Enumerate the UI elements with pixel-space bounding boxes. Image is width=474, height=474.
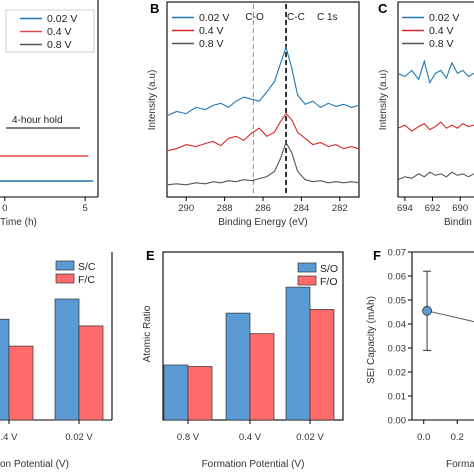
panel-b-x-tick-label-2: 286	[255, 203, 271, 214]
panel-f-x-label: Forma	[446, 459, 474, 470]
panel-e: E Atomic Ratio 0.8 V 0.4 V 0.02 V S/OF/O F…	[142, 248, 344, 470]
panel-e-bar-0-2	[285, 286, 311, 421]
panel-b-x-tick-label-1: 288	[217, 203, 233, 214]
panel-d-legend-label-0: S/C	[78, 261, 96, 273]
panel-c-y-label: Intensity (a.u)	[378, 70, 389, 131]
panel-e-bar-0-1	[225, 312, 251, 421]
panel-b-x-tick-label-0: 290	[178, 203, 194, 214]
panel-a-x-label: Time (h)	[0, 217, 37, 228]
panel-d-x-label: on Potential (V)	[0, 459, 69, 470]
panel-b-ref-label-0: C-O	[245, 12, 264, 23]
panel-e-legend-swatch-1	[297, 275, 317, 286]
panel-b-series-2	[166, 141, 360, 186]
panel-c-x-tick-label-1: 692	[425, 203, 441, 214]
panel-b-legend-label-0: 0.02 V	[199, 12, 229, 24]
panel-c-legend-label-1: 0.4 V	[429, 25, 454, 37]
panel-e-y-label: Atomic Ratio	[142, 305, 153, 362]
panel-c-x-tick-label-0: 694	[397, 203, 413, 214]
panel-e-bar-1-1	[249, 333, 275, 421]
panel-d-x-tick-label-1: 0.02 V	[65, 432, 93, 443]
panel-d-bar-1-0	[8, 345, 34, 421]
panel-e-x-label: Formation Potential (V)	[202, 459, 305, 470]
panel-a-legend-label-2: 0.8 V	[47, 39, 72, 51]
panel-d-x-tick-label-0: .4 V	[1, 432, 19, 443]
panel-c-series-0	[397, 59, 474, 85]
panel-f-y-tick-label-0: 0.00	[388, 416, 407, 427]
panel-e-legend-label-0: S/O	[320, 263, 338, 275]
panel-f-y-label: SEI Capacity (mAh)	[366, 296, 377, 384]
panel-b-y-label: Intensity (a.u)	[147, 70, 158, 131]
panel-b-x-label: Binding Energy (eV)	[218, 217, 308, 228]
panel-f-letter: F	[373, 248, 381, 263]
panel-b-legend-label-1: 0.4 V	[199, 25, 224, 37]
panel-a-x-tick-label-0: 0	[2, 203, 7, 214]
panel-c-series-2	[397, 171, 474, 181]
panel-a-legend-label-1: 0.4 V	[47, 26, 72, 38]
panel-c: C Intensity (a.u) 694 692 690 0.02 V0.4 V0…	[378, 1, 474, 228]
panel-c-legend-label-0: 0.02 V	[429, 12, 459, 24]
panel-f-y-tick-label-7: 0.07	[388, 248, 407, 259]
panel-f-y-tick-label-1: 0.01	[388, 392, 407, 403]
panel-c-legend-label-2: 0.8 V	[429, 38, 454, 50]
panel-d: .4 V 0.02 V S/CF/C on Potential (V)	[0, 252, 113, 470]
panel-a-legend-label-0: 0.02 V	[47, 13, 77, 25]
panel-c-x-label: Bindin	[444, 217, 472, 228]
panel-f: F SEI Capacity (mAh) 0.00 0.01 0.02 0.03 0.0…	[366, 248, 474, 470]
panel-e-x-tick-label-0: 0.8 V	[177, 432, 200, 443]
panel-b-letter: B	[150, 1, 159, 16]
panel-f-y-tick-label-3: 0.03	[388, 344, 407, 355]
panel-c-frame	[397, 1, 474, 198]
panel-b-series-0	[166, 45, 360, 117]
panel-c-x-tick-label-2: 690	[452, 203, 468, 214]
panel-b-frame	[166, 1, 360, 198]
panel-d-legend-swatch-0	[55, 260, 75, 271]
panel-e-bar-1-2	[309, 309, 335, 421]
panel-b-x-tick-label-3: 284	[293, 203, 309, 214]
panel-d-legend-swatch-1	[55, 273, 75, 284]
panel-f-y-tick-label-6: 0.06	[388, 272, 407, 283]
panel-d-bar-1-1	[78, 325, 104, 421]
panel-f-x-tick-label-1: 0.2	[451, 432, 464, 443]
panel-e-bar-1-0	[187, 366, 213, 421]
panel-b-legend-label-2: 0.8 V	[199, 38, 224, 50]
panel-f-point-0	[422, 305, 432, 316]
panel-a-x-tick-label-1: 5	[82, 203, 87, 214]
panel-e-letter: E	[146, 248, 155, 263]
panel-d-bar-0-1	[54, 298, 80, 421]
panel-f-y-tick-label-2: 0.02	[388, 368, 407, 379]
panel-e-legend-swatch-0	[297, 262, 317, 273]
panel-b-title: C 1s	[317, 12, 338, 23]
panel-c-letter: C	[378, 1, 388, 16]
panel-a-annotation: 4-hour hold	[12, 115, 63, 126]
panel-b-ref-label-1: C-C	[287, 12, 305, 23]
panel-b-series-1	[166, 112, 360, 152]
panel-e-x-tick-label-2: 0.02 V	[296, 432, 324, 443]
panel-a: 0 5 0.02 V0.4 V0.8 V 4-hour hold Time (h)	[0, 0, 99, 228]
panel-f-x-tick-label-0: 0.0	[417, 432, 430, 443]
panel-e-bar-0-0	[163, 364, 189, 421]
panel-e-legend-label-1: F/O	[320, 276, 338, 288]
panel-f-y-tick-label-5: 0.05	[388, 296, 407, 307]
panel-f-y-tick-label-4: 0.04	[388, 320, 407, 331]
panel-d-bar-0-0	[0, 318, 10, 421]
panel-e-x-tick-label-1: 0.4 V	[239, 432, 262, 443]
panel-b: B Intensity (a.u) C 1s C-O C-C 290 288 286 2…	[147, 1, 360, 228]
panel-f-trend-line	[426, 310, 474, 323]
panel-c-series-1	[397, 121, 474, 132]
panel-d-legend-label-1: F/C	[78, 274, 95, 286]
panel-b-x-tick-label-4: 282	[332, 203, 348, 214]
panel-f-frame	[411, 251, 474, 421]
